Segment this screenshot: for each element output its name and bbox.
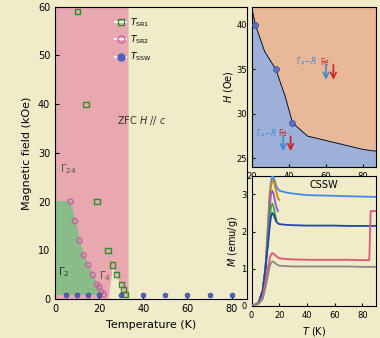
Point	[118, 292, 124, 298]
X-axis label: Temperature (K): Temperature (K)	[106, 319, 196, 330]
X-axis label: $T$ (K): $T$ (K)	[302, 187, 326, 200]
Point	[162, 292, 168, 298]
Point	[72, 218, 78, 224]
Point	[94, 282, 100, 287]
Point	[94, 199, 100, 204]
Point	[74, 292, 80, 298]
Point	[105, 248, 111, 253]
Point	[96, 284, 102, 290]
Point	[68, 199, 74, 204]
Y-axis label: $M$ (emu/g): $M$ (emu/g)	[226, 215, 240, 267]
Text: $\Gamma_{4}$: $\Gamma_{4}$	[99, 270, 111, 284]
Point	[109, 262, 116, 268]
Point	[85, 262, 91, 268]
Point	[290, 120, 296, 125]
Text: Fe: Fe	[279, 129, 287, 138]
Point	[101, 292, 107, 297]
Text: CSSW: CSSW	[310, 180, 338, 190]
Polygon shape	[252, 7, 376, 167]
Text: $\Gamma_{2}$: $\Gamma_{2}$	[59, 265, 70, 279]
Point	[184, 292, 190, 298]
Point	[96, 292, 102, 298]
Point	[123, 292, 129, 297]
Point	[90, 272, 96, 277]
Text: ZFC $H$ // $c$: ZFC $H$ // $c$	[117, 114, 166, 127]
Text: $\Gamma_4$$-$$R$: $\Gamma_4$$-$$R$	[296, 56, 317, 68]
Point	[63, 292, 69, 298]
Y-axis label: $H$ (Oe): $H$ (Oe)	[222, 71, 235, 103]
Point	[85, 292, 91, 298]
Point	[114, 272, 120, 277]
Polygon shape	[55, 202, 104, 294]
Point	[252, 22, 258, 27]
Point	[206, 292, 212, 298]
Point	[98, 289, 104, 294]
X-axis label: $T$ (K): $T$ (K)	[302, 325, 326, 338]
Point	[228, 292, 234, 298]
Y-axis label: Magnetic field (kOe): Magnetic field (kOe)	[22, 96, 32, 210]
Point	[118, 282, 124, 287]
Point	[140, 292, 146, 298]
Polygon shape	[55, 7, 128, 299]
Point	[120, 287, 127, 292]
Point	[83, 101, 89, 107]
Text: $\Gamma_4$$-$$R$: $\Gamma_4$$-$$R$	[256, 127, 277, 140]
Point	[273, 67, 279, 72]
Point	[81, 252, 87, 258]
Point	[76, 238, 82, 243]
Text: Fe: Fe	[320, 58, 329, 67]
Point	[74, 9, 80, 14]
Legend: $T_{\rm SR1}$, $T_{\rm SR2}$, $T_{\rm SSW}$: $T_{\rm SR1}$, $T_{\rm SR2}$, $T_{\rm SS…	[113, 14, 153, 65]
Text: $\Gamma_{24}$: $\Gamma_{24}$	[60, 163, 76, 176]
